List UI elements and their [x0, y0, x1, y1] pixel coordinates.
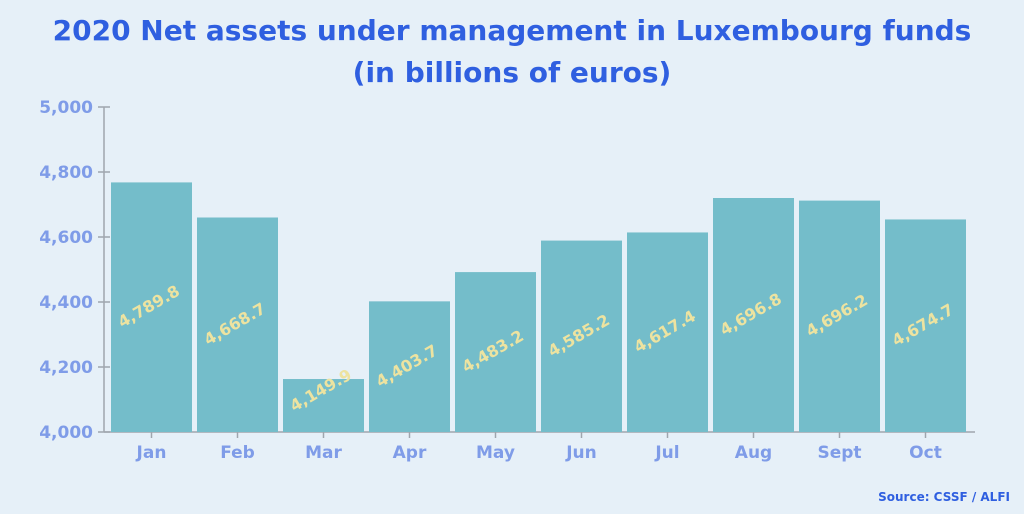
x-tick-label: Jul [654, 443, 679, 463]
bar [369, 301, 450, 432]
y-tick-label: 4,000 [39, 423, 93, 443]
x-tick-label: Jun [565, 443, 597, 463]
bar [283, 379, 364, 432]
bar [541, 240, 622, 432]
x-tick-label: Aug [735, 443, 772, 463]
x-tick-label: Oct [909, 443, 942, 463]
chart-title: 2020 Net assets under management in Luxe… [0, 10, 1024, 94]
x-tick-label: Mar [305, 443, 342, 463]
y-tick-label: 5,000 [39, 98, 93, 118]
y-tick-label: 4,400 [39, 293, 93, 313]
x-tick-label: Sept [817, 443, 861, 463]
bar [627, 232, 708, 432]
chart-title-line-2: (in billions of euros) [352, 56, 672, 89]
chart-title-line-1: 2020 Net assets under management in Luxe… [52, 14, 972, 47]
bar [885, 219, 966, 432]
x-tick-label: May [476, 443, 515, 463]
bar [111, 182, 192, 432]
bar [713, 198, 794, 432]
y-tick-label: 4,800 [39, 163, 93, 183]
y-tick-label: 4,600 [39, 228, 93, 248]
x-tick-label: Apr [393, 443, 427, 463]
bar [799, 200, 880, 432]
bar [455, 272, 536, 432]
x-tick-label: Jan [136, 443, 167, 463]
source-note: Source: CSSF / ALFI [878, 490, 1010, 504]
x-tick-label: Feb [220, 443, 255, 463]
y-tick-label: 4,200 [39, 358, 93, 378]
bar [197, 217, 278, 432]
